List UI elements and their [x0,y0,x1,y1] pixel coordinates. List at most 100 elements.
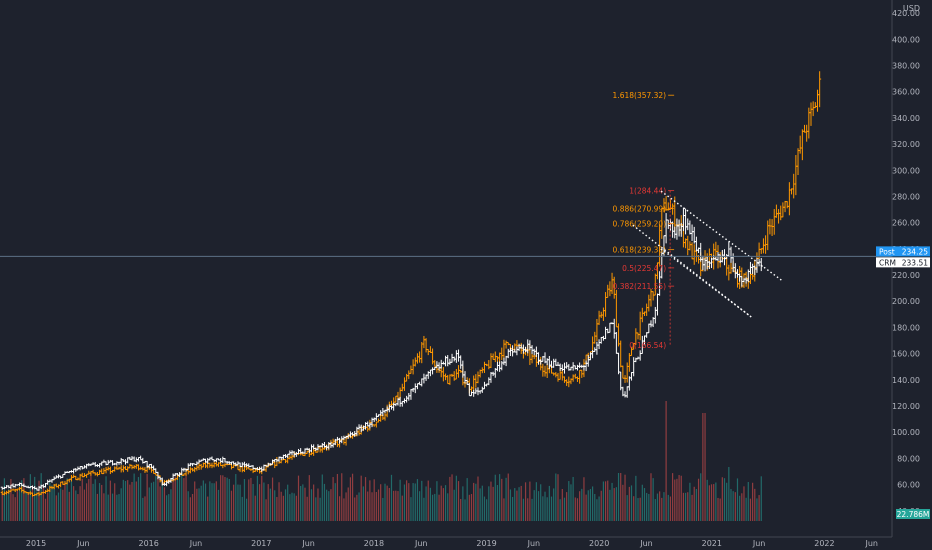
volume-bar [246,498,248,521]
volume-bar [291,492,293,521]
volume-bar [553,488,555,521]
volume-bar [624,474,626,521]
volume-bar [395,490,397,521]
volume-bar [602,481,605,521]
volume-bar [689,482,691,521]
volume-bar [431,494,434,521]
volume-bar [239,484,241,521]
volume-bar [626,495,628,521]
volume-bar [434,493,436,521]
y-tick-label: 400.00 [892,35,920,44]
volume-bar [604,481,607,521]
volume-bar [284,489,287,521]
volume-bar [401,495,403,521]
volume-bar [460,499,462,521]
volume-bar [749,498,752,521]
price-badge-tag: Post [879,247,895,256]
y-tick-label: 420.00 [892,9,920,18]
volume-bar [713,484,715,521]
x-tick-label: Jun [301,539,315,548]
fib-level-label: 0.786(259.20) [613,220,667,229]
volume-bar [659,491,661,521]
volume-bar [665,401,667,521]
volume-bar [639,497,641,521]
volume-bar [682,492,685,521]
volume-bar [661,497,663,521]
volume-bar [146,473,148,521]
volume-bar [25,491,27,521]
volume-bar [185,473,187,521]
volume-bar [118,494,120,521]
fibonacci-extension[interactable]: 1.618(357.32) 1(284.44) 0.886(270.99) 0.786… [613,91,675,350]
volume-bar [127,480,129,521]
fib-level-label: 1(284.44) [629,187,666,196]
volume-bar [522,498,524,521]
main-series [0,207,763,491]
volume-bar [656,493,659,521]
volume-bar [196,488,198,521]
volume-bar [178,474,181,521]
volume-bar [615,487,617,521]
volume-bar [490,481,492,521]
volume-bar [710,484,713,521]
volume-bar [105,476,107,521]
volume-bar [124,481,127,521]
y-tick-label: 80.00 [897,454,920,463]
volume-bar [36,491,38,521]
volume-bar [700,473,702,521]
volume-bar [49,482,51,521]
volume-bar [280,491,282,521]
time-axis[interactable]: 2015 Jun 2016 Jun 2017 Jun 2018 Jun 2019 Jun 2020 J… [0,536,892,548]
volume-bar [44,498,47,521]
volume-bar [633,496,635,521]
volume-bar [83,489,86,521]
volume-bar [42,487,44,521]
volume-bar [596,499,598,521]
volume-bar [226,477,228,521]
volume-bar [1,492,3,521]
y-tick-label: 320.00 [892,140,920,149]
volume-bar [568,481,570,521]
volume-bar [94,479,96,521]
volume-bar [317,488,319,521]
volume-bar [717,497,719,521]
volume-bar [457,481,460,521]
volume-bar [204,483,207,521]
volume-bar [719,498,721,521]
volume-bar [293,493,295,521]
volume-bar [410,497,412,521]
volume-bar [524,482,527,521]
volume-bar [213,483,215,521]
volume-bar [676,478,678,521]
volume-bar [501,478,503,521]
volume-bar [330,489,332,521]
volume-bar [708,485,710,521]
volume-bar [652,478,654,521]
volume-bar [252,484,254,521]
volume-bar [447,493,449,521]
volume-bar [747,481,749,521]
volume-bar [73,486,75,521]
volume-bar [734,492,736,521]
volume-bar [354,497,356,521]
volume-bar [550,496,553,521]
volume-bar [304,487,306,521]
volume-bar [477,476,479,521]
x-tick-label: Jun [639,539,653,548]
price-badge-tag: CRM [879,258,896,267]
volume-bar [654,499,656,521]
volume-bar [176,477,179,521]
volume-bar [583,477,585,521]
volume-bar [736,478,739,521]
trend-channel[interactable] [632,190,783,318]
volume-bar [88,479,90,521]
volume-bar [600,490,602,521]
volume-bar [561,488,563,521]
volume-bar [174,476,176,521]
volume-bar [641,484,643,521]
volume-bar [470,494,473,521]
volume-bar [527,498,529,521]
volume-bar [159,486,161,521]
volume-bar [326,489,328,521]
